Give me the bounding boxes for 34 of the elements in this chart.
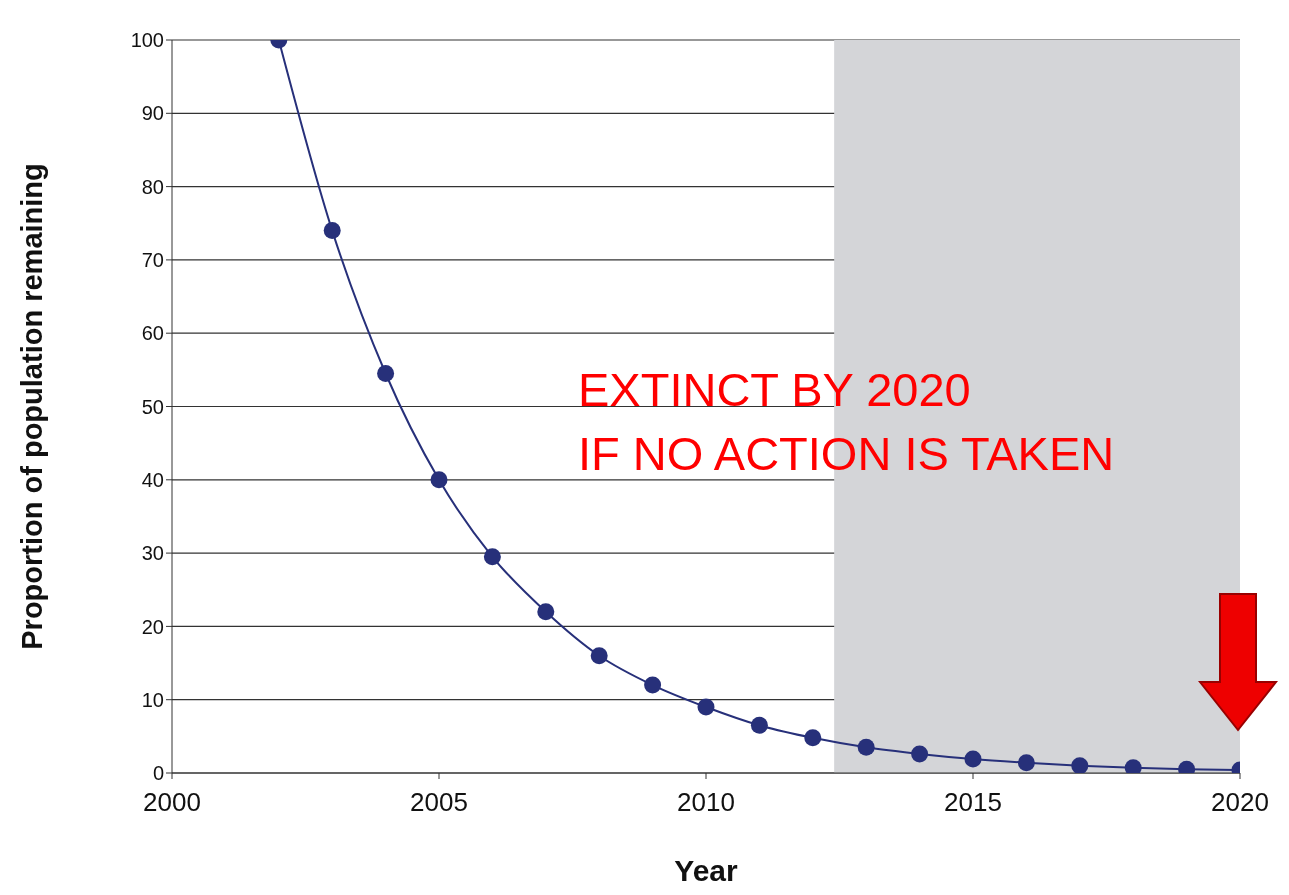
point (750, 716, 768, 734)
point (483, 548, 501, 566)
point (323, 222, 341, 240)
point (964, 750, 982, 768)
y-tick-label: 50 (141, 395, 164, 418)
y-axis-title: Proportion of population remaining (16, 163, 49, 650)
y-tick-label: 100 (130, 29, 164, 52)
x-axis-title: Year (674, 854, 739, 887)
x-tick-label: 2005 (410, 787, 468, 818)
x-tick-label: 2000 (143, 787, 201, 818)
y-tick-label: 60 (141, 322, 164, 345)
y-tick-label: 0 (152, 762, 164, 785)
point (911, 745, 929, 763)
point (590, 647, 608, 665)
point (857, 738, 875, 756)
point (537, 603, 555, 621)
y-tick-label: 30 (141, 542, 164, 565)
y-tick-label: 20 (141, 615, 164, 638)
point (377, 365, 395, 383)
x-tick-label: 2010 (677, 787, 735, 818)
point (1071, 757, 1089, 773)
y-tick-label: 40 (141, 468, 164, 491)
point (1017, 754, 1035, 772)
point (804, 729, 822, 747)
point (697, 698, 715, 716)
y-tick-label: 80 (141, 175, 164, 198)
y-tick-label: 10 (141, 688, 164, 711)
y-tick-label: 70 (141, 249, 164, 271)
x-tick-label: 2020 (1211, 787, 1269, 818)
x-tick-label: 2015 (944, 787, 1002, 818)
annotation: EXTINCT BY 2020 IF NO ACTION IS TAKEN (578, 362, 1115, 482)
point (644, 676, 662, 694)
y-tick-label: 90 (141, 102, 164, 125)
point (430, 471, 448, 489)
